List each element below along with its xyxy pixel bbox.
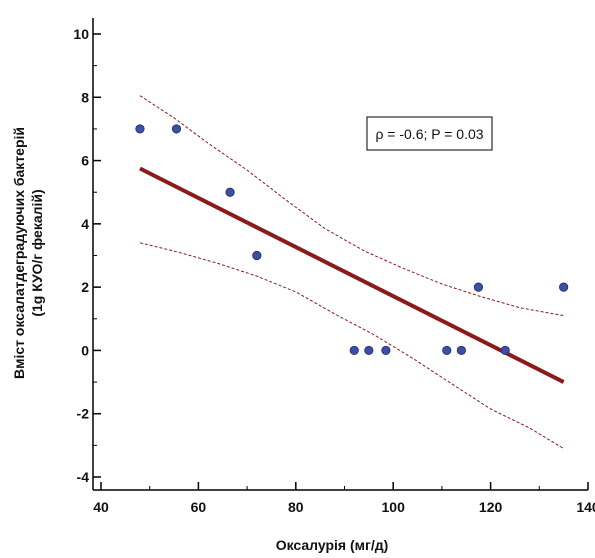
y-axis-title-line1: Вміст оксалатдеградуючих бактерій [11, 127, 27, 379]
x-axis-title: Оксалурія (мг/д) [276, 537, 389, 553]
annotation-box: ρ = -0.6; P = 0.03 [366, 116, 493, 151]
upper-confidence-band [139, 95, 564, 317]
confidence-bands [139, 95, 564, 449]
y-tick-label: 4 [81, 216, 89, 232]
x-tick-label: 120 [479, 499, 503, 515]
x-tick-label: 60 [191, 499, 207, 515]
y-tick-label: -2 [77, 406, 90, 422]
annotation-text: ρ = -0.6; P = 0.03 [375, 126, 483, 142]
y-tick-label: 10 [73, 26, 89, 42]
data-point [559, 282, 569, 292]
y-tick-label: 2 [81, 279, 89, 295]
data-point [500, 345, 510, 356]
y-tick-label: 8 [81, 89, 89, 105]
x-tick-label: 140 [576, 499, 595, 515]
y-tick-label: 0 [81, 342, 89, 358]
x-tick-label: 80 [288, 499, 304, 515]
annotation-frame [366, 116, 493, 151]
x-tick-label: 100 [382, 499, 406, 515]
data-point [135, 124, 145, 134]
data-point [442, 345, 452, 356]
y-tick-label: 6 [81, 153, 89, 169]
data-point [171, 124, 182, 134]
regression-line [139, 166, 565, 384]
data-point [381, 345, 391, 356]
data-point [473, 282, 484, 292]
data-point [364, 345, 374, 356]
data-points [135, 124, 569, 356]
axes: -4 -2 0 2 4 6 8 10 40 60 80 100 120 140 [73, 18, 595, 515]
lower-confidence-band [139, 242, 564, 449]
data-point [456, 345, 466, 356]
y-tick-label: -4 [77, 469, 90, 485]
regression-line-group [139, 166, 565, 384]
y-axis-title-line2: (1g КУО/г фекалій) [29, 189, 45, 316]
data-point [349, 345, 359, 356]
data-point [225, 187, 235, 197]
x-tick-label: 40 [93, 499, 109, 515]
data-point [252, 250, 262, 261]
